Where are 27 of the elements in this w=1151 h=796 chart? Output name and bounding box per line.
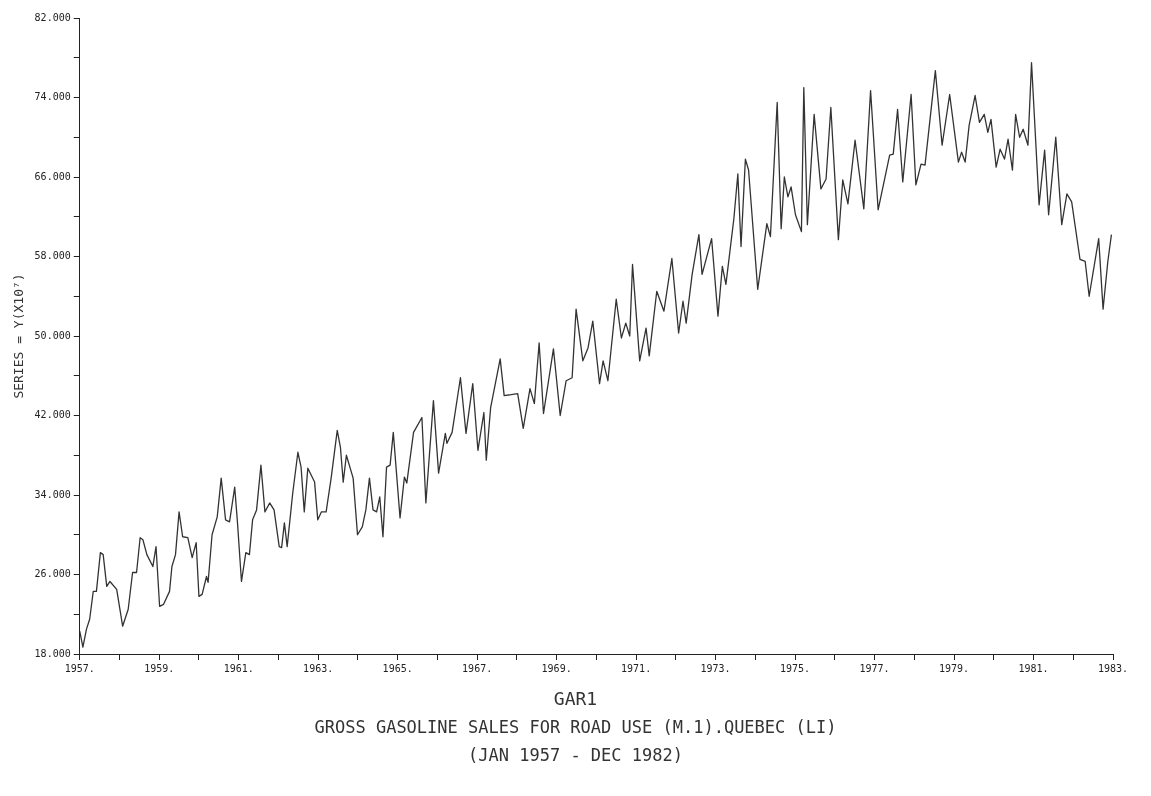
y-tick-label: 74.000 (34, 91, 71, 103)
y-tick-label: 42.000 (34, 409, 71, 421)
y-axis-title: SERIES = Y(X10⁷) (11, 273, 27, 399)
text: GAR1 (552, 688, 599, 709)
x-tick-label: 1963. (303, 662, 334, 674)
y-tick-label: 34.000 (34, 488, 71, 500)
x-tick-label: 1975. (780, 662, 811, 674)
y-tick-label: 50.000 (34, 329, 71, 341)
x-tick-label: 1973. (700, 662, 731, 674)
x-tick-label: 1961. (223, 662, 254, 674)
y-tick-label: 66.000 (34, 170, 71, 182)
x-tick-label: 1971. (621, 662, 652, 674)
x-tick-label: 1983. (1097, 662, 1129, 674)
y-tick-label: 82.000 (34, 11, 71, 23)
x-tick-label: 1967. (462, 662, 493, 674)
x-tick-label: 1977. (859, 662, 890, 674)
x-tick-label: 1969. (541, 662, 572, 674)
text: (JAN 1957 - DEC 1982) (467, 745, 684, 765)
x-tick-label: 1957. (64, 662, 95, 674)
x-tick-label: 1965. (382, 662, 413, 674)
y-tick-label: 18.000 (34, 647, 71, 659)
y-tick-label: 58.000 (34, 250, 71, 262)
x-tick-label: 1959. (144, 662, 175, 674)
text: GROSS GASOLINE SALES FOR ROAD USE (M.1).QUEBEC (LI) (313, 717, 838, 737)
y-tick-label: 26.000 (34, 568, 71, 580)
x-tick-label: 1979. (938, 662, 970, 674)
x-tick-label: 1981. (1018, 662, 1049, 674)
